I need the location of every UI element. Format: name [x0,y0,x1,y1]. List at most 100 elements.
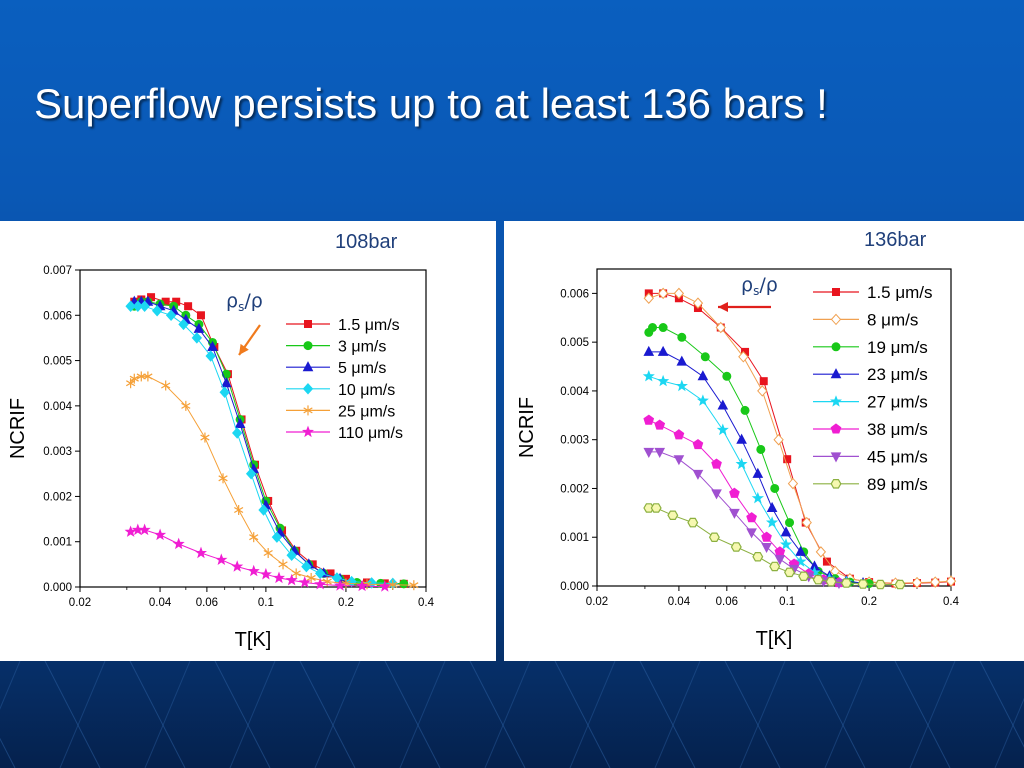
decorative-line [739,661,786,768]
data-point [143,371,153,382]
legend-label: 38 μm/s [867,420,928,439]
data-point [715,321,726,334]
data-point [825,576,837,587]
y-tick-label: 0.002 [560,483,589,495]
data-point [773,433,784,446]
data-point [125,378,136,389]
data-point [765,516,779,528]
legend-label: 5 μm/s [338,360,386,377]
data-point [857,579,869,589]
data-point [139,300,150,312]
data-point [178,318,189,331]
y-tick-label: 0.004 [43,401,72,413]
data-point [730,542,742,552]
y-tick-label: 0.005 [43,356,72,368]
y-tick-label: 0.004 [560,386,589,398]
data-point [752,552,764,562]
y-tick-label: 0.001 [43,537,72,549]
decorative-line [214,661,271,768]
legend-label: 1.5 μm/s [867,283,933,302]
y-tick-label: 0.005 [560,337,589,349]
data-point [657,345,669,356]
decorative-line [384,661,441,768]
data-point [692,469,704,480]
chart-panel-136bar: 136bar 0.02 0.04 0.06 0.1 0.2 0.4 0.000 0.001 0.… [504,221,1024,661]
legend-marker [830,479,842,489]
data-point [272,571,286,584]
x-tick-label: 0.06 [716,596,738,608]
data-point [138,523,151,536]
x-tick-label: 0.2 [338,597,354,609]
data-point [911,576,923,589]
data-point [751,491,764,504]
decorative-line [399,661,446,768]
data-point [207,340,218,351]
data-point [298,576,311,588]
decorative-line [824,661,871,768]
decorative-line [894,661,951,768]
data-point [697,370,709,381]
data-point [894,579,906,590]
data-point [667,510,679,520]
y-tick-label: 0.002 [43,491,72,503]
data-point [717,399,729,410]
data-point [801,516,812,529]
x-tick-label: 0.4 [943,596,960,608]
y-axis-label: NCRIF [516,397,538,458]
decorative-line [484,661,531,768]
data-point [181,400,191,411]
data-point [247,564,260,577]
data-point [278,559,288,570]
decorative-line [314,661,361,768]
data-point [642,369,655,382]
legend-marker [830,313,842,326]
data-point [746,512,757,523]
data-point [794,555,807,567]
y-tick-label: 0.006 [560,288,589,300]
legend-marker [302,361,314,372]
decorative-line [0,661,21,710]
data-point [798,571,810,581]
data-point [231,560,244,572]
data-point [184,302,193,311]
data-point [736,433,747,444]
decorative-line [299,661,356,768]
legend-label: 27 μm/s [867,393,928,412]
data-point [219,386,230,399]
data-point [692,438,704,450]
data-point [151,305,163,317]
data-point [840,578,852,588]
data-point [735,457,748,470]
data-point [409,580,419,591]
chart-108bar: 0.02 0.04 0.06 0.1 0.2 0.4 0.000 0.001 0.002 0.00… [7,265,435,651]
pressure-label: 108bar [335,231,398,253]
data-point [259,567,272,580]
slide-title: Superflow persists up to at least 136 ba… [34,80,828,127]
data-point [759,377,768,386]
data-point [779,538,793,550]
data-point [716,423,729,436]
decorative-line [909,661,956,768]
data-point [654,447,666,458]
data-point [658,323,668,333]
data-point [784,567,795,578]
data-point [945,575,957,587]
y-tick-label: 0.003 [560,435,589,447]
legend: 1.5 μm/s 3 μm/s 5 μm/s 10 μm/s 25 μm/s 110 μm… [286,317,403,442]
decorative-line [129,661,186,768]
legend-marker [304,320,312,328]
data-point [673,455,685,466]
chart-panel-108bar: 108bar 0.02 0.04 0.06 0.1 0.2 0.4 0.000 0.001 0.… [0,221,496,661]
data-point [215,553,228,566]
legend-marker [830,452,842,463]
data-point [643,503,655,513]
decorative-line [554,661,611,768]
data-point [874,579,886,590]
annotation-arrow [238,324,261,356]
data-point [657,374,670,387]
chart-136bar: 0.02 0.04 0.06 0.1 0.2 0.4 0.000 0.001 0.002 0.00… [516,268,960,650]
data-point [200,432,210,443]
legend-label: 110 μm/s [338,425,403,442]
decorative-line [654,661,701,768]
data-point [769,561,781,572]
